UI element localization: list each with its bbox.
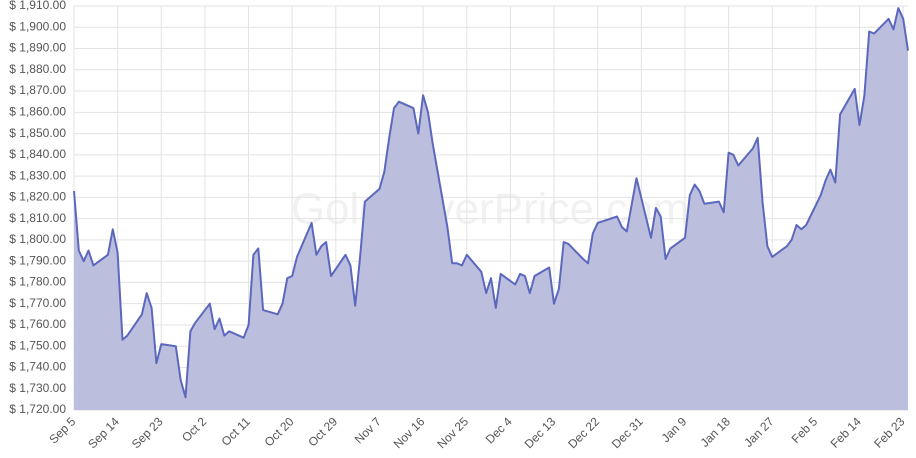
x-tick-label: Oct 20 [262, 414, 297, 449]
x-tick-label: Feb 5 [789, 414, 821, 446]
y-tick-label: $ 1,750.00 [9, 338, 66, 352]
x-tick-label: Nov 16 [391, 414, 428, 451]
y-tick-label: $ 1,800.00 [9, 232, 66, 246]
y-tick-label: $ 1,720.00 [9, 402, 66, 416]
x-tick-label: Dec 4 [483, 414, 515, 446]
x-tick-label: Sep 23 [129, 414, 166, 451]
y-tick-label: $ 1,770.00 [9, 296, 66, 310]
y-tick-label: $ 1,810.00 [9, 211, 66, 225]
x-tick-label: Sep 14 [85, 414, 122, 451]
x-tick-label: Feb 14 [828, 414, 865, 451]
y-tick-label: $ 1,910.00 [9, 0, 66, 12]
y-tick-label: $ 1,780.00 [9, 275, 66, 289]
x-tick-label: Nov 7 [352, 414, 384, 446]
y-tick-label: $ 1,890.00 [9, 41, 66, 55]
x-tick-label: Dec 22 [565, 414, 602, 451]
y-tick-label: $ 1,730.00 [9, 381, 66, 395]
y-tick-label: $ 1,740.00 [9, 360, 66, 374]
x-tick-label: Feb 23 [871, 414, 908, 451]
y-tick-label: $ 1,790.00 [9, 253, 66, 267]
x-tick-label: Oct 2 [179, 414, 209, 444]
y-tick-label: $ 1,870.00 [9, 83, 66, 97]
watermark: GoldSilverPrice.com [291, 185, 690, 234]
x-tick-label: Jan 27 [741, 414, 777, 450]
x-tick-label: Oct 11 [219, 414, 253, 448]
x-tick-label: Sep 5 [46, 414, 78, 446]
y-tick-label: $ 1,830.00 [9, 168, 66, 182]
x-tick-label: Jan 18 [698, 414, 734, 450]
x-tick-label: Oct 29 [305, 414, 340, 449]
y-tick-label: $ 1,880.00 [9, 62, 66, 76]
line [73, 7, 909, 399]
y-tick-label: $ 1,840.00 [9, 147, 66, 161]
y-tick-label: $ 1,850.00 [9, 126, 66, 140]
x-tick-label: Dec 31 [609, 414, 646, 451]
x-tick-label: Dec 13 [522, 414, 559, 451]
x-tick-label: Nov 25 [434, 414, 471, 451]
y-tick-label: $ 1,860.00 [9, 104, 66, 118]
y-tick-label: $ 1,820.00 [9, 190, 66, 204]
y-tick-label: $ 1,760.00 [9, 317, 66, 331]
x-tick-label: Jan 9 [659, 414, 690, 445]
y-tick-label: $ 1,900.00 [9, 19, 66, 33]
area [74, 8, 908, 410]
